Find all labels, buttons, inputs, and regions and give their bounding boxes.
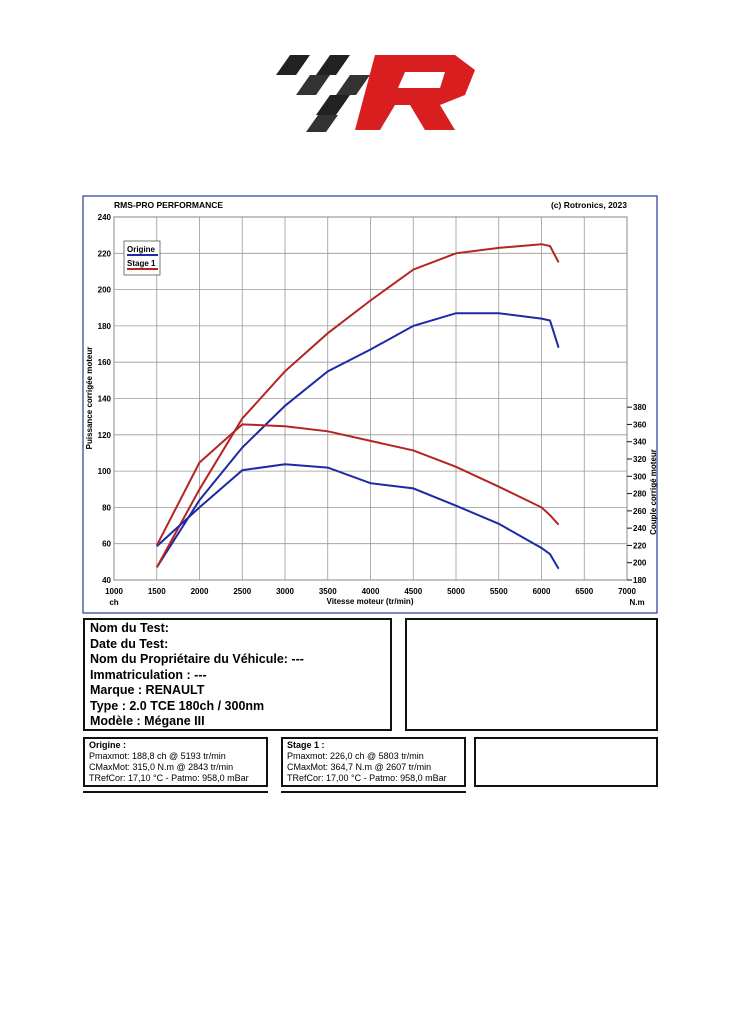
x-tick-label: 5500	[490, 587, 508, 596]
x-tick-label: 6500	[575, 587, 593, 596]
info-line: Nom du Test:	[90, 621, 169, 635]
summary-line: TRefCor: 17,00 °C - Patmo: 958,0 mBar	[287, 773, 447, 783]
curve	[155, 423, 560, 546]
underline	[83, 791, 268, 793]
info-line: Date du Test:	[90, 636, 169, 651]
x-tick-label: 4000	[362, 587, 380, 596]
y-tick-label: 220	[98, 249, 112, 258]
curve	[155, 312, 560, 568]
chart-frame	[82, 195, 658, 614]
y2-unit: N.m	[629, 598, 644, 607]
info-line: Modèle : Mégane III	[90, 714, 205, 728]
y-tick-label: 200	[98, 286, 112, 295]
x-tick-label: 2000	[191, 587, 209, 596]
y2-tick-label: 240	[633, 524, 647, 533]
plot: 1000 1500 2000 2500 3000 3500 4000 4500 5000 5500…	[98, 213, 647, 596]
summary-box: Origine : Pmaxmot: 188,8 ch @ 5193 tr/min…	[83, 737, 268, 787]
y2-tick-label: 180	[633, 576, 647, 585]
empty-summary	[474, 737, 658, 787]
logo	[276, 55, 475, 132]
x-axis-label: Vitesse moteur (tr/min)	[327, 597, 414, 606]
legend: Origine Stage 1	[123, 240, 161, 276]
test-info: Nom du Test: Date du Test: Nom du Propriét…	[83, 618, 392, 731]
summary-title: Stage 1 :	[287, 740, 325, 750]
info-line: Nom du Propriétaire du Véhicule: ---	[90, 652, 304, 666]
info-line: Marque : RENAULT	[90, 683, 205, 697]
y2-tick-label: 320	[633, 455, 647, 464]
y-tick-label: 240	[98, 213, 112, 222]
y2-tick-label: 200	[633, 559, 647, 568]
x-tick-label: 3000	[276, 587, 294, 596]
summary-line: CMaxMot: 364,7 N.m @ 2607 tr/min	[287, 762, 432, 772]
y-axis-label: Puissance corrigée moteur	[85, 347, 94, 450]
y-unit: ch	[109, 598, 118, 607]
curve	[156, 463, 560, 570]
y-tick-label: 80	[102, 503, 111, 512]
copyright: (c) Rotronics, 2023	[551, 200, 627, 210]
y-tick-label: 60	[102, 540, 111, 549]
x-tick-label: 1500	[148, 587, 166, 596]
y-tick-label: 160	[98, 358, 112, 367]
info-line: Année du Véhicule: 0	[90, 730, 385, 732]
x-tick-label: 4500	[404, 587, 422, 596]
x-tick-label: 3500	[319, 587, 337, 596]
y2-tick-label: 260	[633, 507, 647, 516]
y-tick-label: 140	[98, 395, 112, 404]
summary-line: TRefCor: 17,10 °C - Patmo: 958,0 mBar	[89, 773, 249, 783]
y2-tick-label: 220	[633, 541, 647, 550]
summary-line: Pmaxmot: 226,0 ch @ 5803 tr/min	[287, 751, 424, 761]
x-tick-label: 7000	[618, 587, 636, 596]
chart-title: RMS-PRO PERFORMANCE	[114, 200, 223, 210]
y-tick-label: 100	[98, 467, 112, 476]
x-tick-label: 1000	[105, 587, 123, 596]
empty-box	[405, 618, 658, 731]
y2-tick-label: 300	[633, 472, 647, 481]
y2-tick-label: 340	[633, 438, 647, 447]
legend-label: Origine	[127, 245, 156, 254]
summary-line: CMaxMot: 315,0 N.m @ 2843 tr/min	[89, 762, 234, 772]
y2-tick-label: 380	[633, 403, 647, 412]
x-tick-label: 2500	[233, 587, 251, 596]
x-tick-label: 5000	[447, 587, 465, 596]
underline	[281, 791, 466, 793]
y-tick-label: 40	[102, 576, 111, 585]
x-tick-label: 6000	[533, 587, 551, 596]
y-tick-label: 120	[98, 431, 112, 440]
y2-axis-label: Couple corrigé moteur	[649, 449, 658, 535]
y2-tick-label: 280	[633, 490, 647, 499]
legend-label: Stage 1	[127, 259, 156, 268]
y-tick-label: 180	[98, 322, 112, 331]
summary-title: Origine :	[89, 740, 127, 750]
info-line: Immatriculation : ---	[90, 667, 207, 682]
info-line: Type : 2.0 TCE 180ch / 300nm	[90, 698, 265, 713]
summary-line: Pmaxmot: 188,8 ch @ 5193 tr/min	[89, 751, 226, 761]
summary-box: Stage 1 : Pmaxmot: 226,0 ch @ 5803 tr/min…	[281, 737, 466, 787]
y2-tick-label: 360	[633, 420, 647, 429]
